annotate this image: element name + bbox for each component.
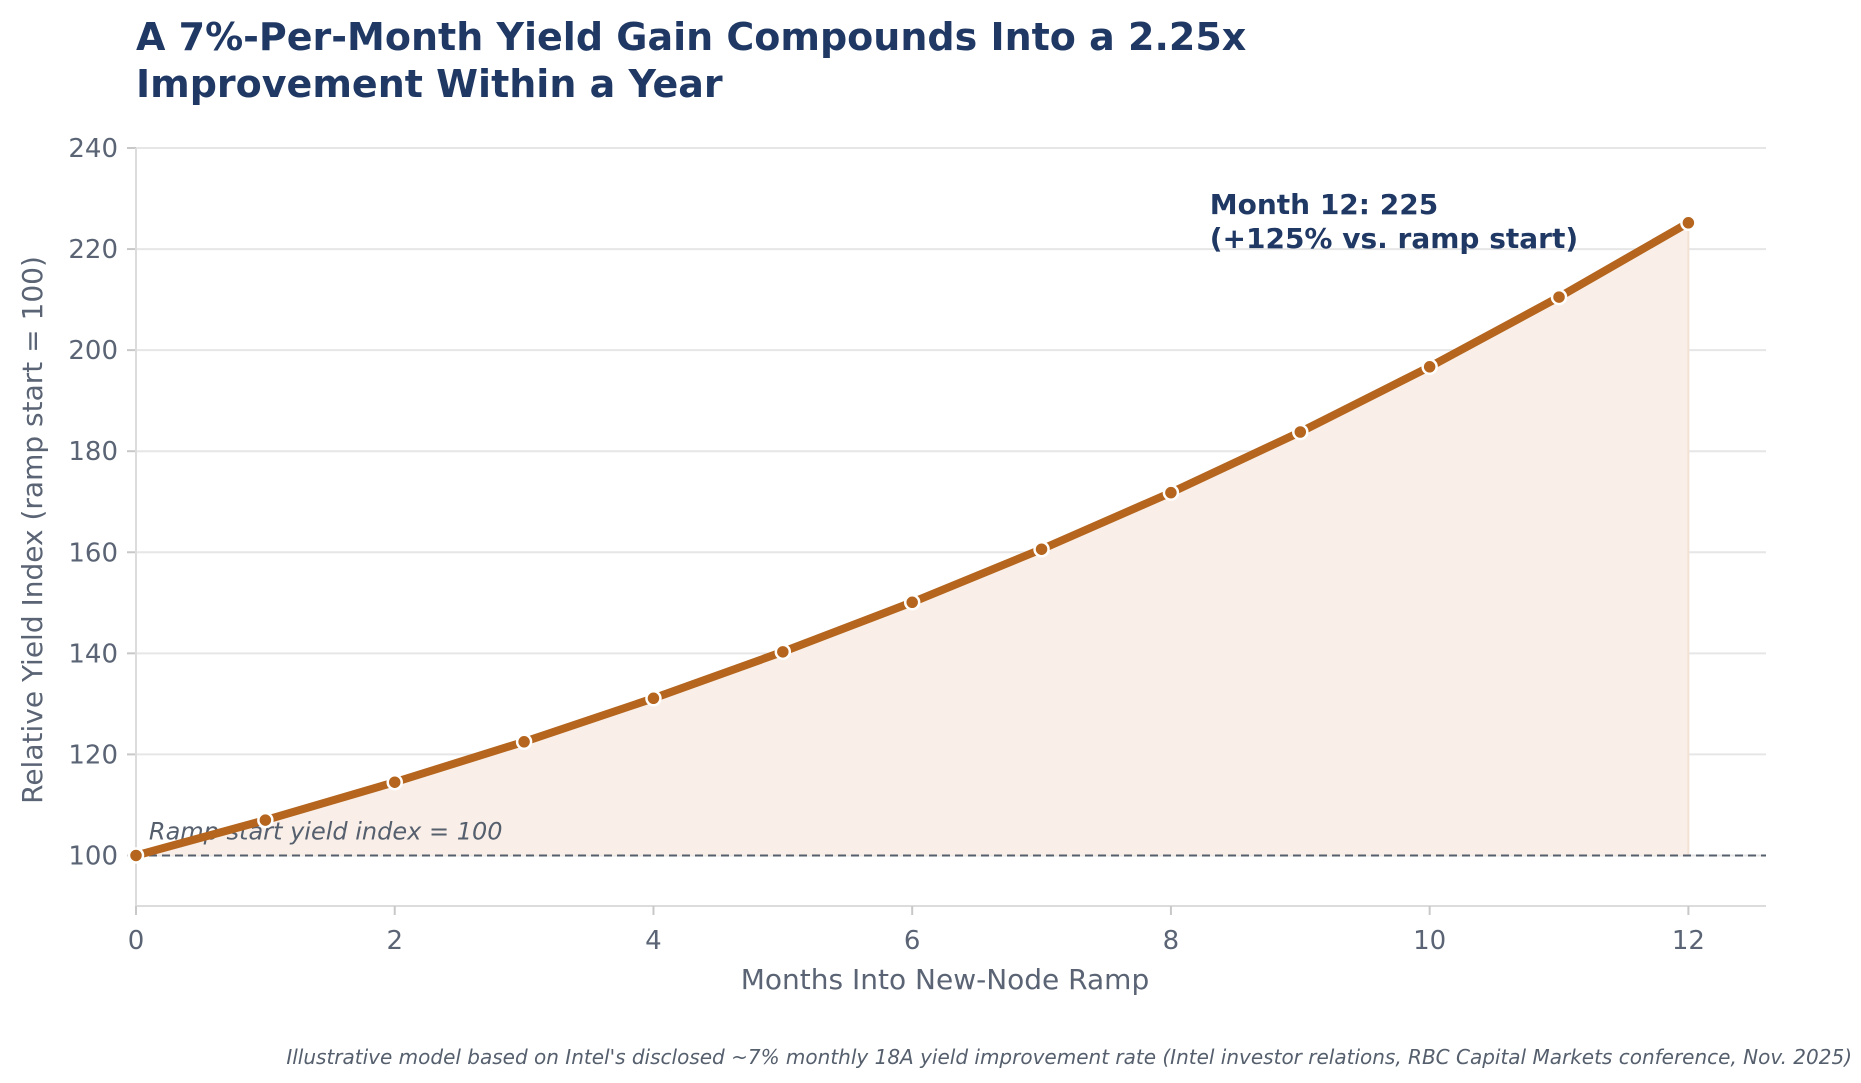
x-tick-label: 2 bbox=[386, 926, 403, 956]
data-point bbox=[774, 643, 792, 661]
y-tick-label: 160 bbox=[68, 538, 118, 568]
data-point bbox=[645, 690, 662, 707]
x-tick-label: 10 bbox=[1413, 926, 1446, 956]
y-tick-label: 200 bbox=[68, 336, 118, 366]
data-point bbox=[257, 811, 274, 829]
annotation-line-1: Month 12: 225 bbox=[1210, 188, 1438, 221]
reference-line-label: Ramp start yield index = 100 bbox=[149, 817, 503, 845]
chart-title-line-1: A 7%-Per-Month Yield Gain Compounds Into… bbox=[136, 15, 1247, 59]
chart-title: A 7%-Per-Month Yield Gain Compounds Into… bbox=[136, 14, 1246, 108]
y-tick-label: 120 bbox=[68, 740, 118, 770]
data-point bbox=[1033, 540, 1050, 558]
area-fill bbox=[136, 222, 1689, 856]
y-tick-label: 180 bbox=[68, 437, 118, 467]
data-points bbox=[127, 214, 1697, 864]
data-point bbox=[1680, 214, 1697, 232]
data-point bbox=[1421, 358, 1438, 376]
x-tick-label: 8 bbox=[1163, 926, 1180, 956]
x-tick-label: 4 bbox=[645, 926, 662, 956]
data-point bbox=[1162, 484, 1180, 501]
data-point bbox=[903, 594, 921, 611]
axes: 100 120 140 160 180 200 220 240 0 2 4 6 8 10 12 bbox=[68, 134, 1766, 956]
data-point bbox=[386, 773, 403, 791]
data-point bbox=[127, 847, 145, 864]
data-point bbox=[1550, 288, 1568, 306]
x-tick-label: 12 bbox=[1672, 926, 1705, 956]
x-tick-label: 6 bbox=[904, 926, 921, 956]
data-point bbox=[1292, 423, 1309, 441]
source-footnote: Illustrative model based on Intel's disc… bbox=[286, 1045, 1852, 1069]
x-axis-label: Months Into New-Node Ramp bbox=[741, 963, 1149, 996]
chart-title-line-2: Improvement Within a Year bbox=[136, 62, 723, 106]
y-tick-label: 140 bbox=[68, 639, 118, 669]
data-point bbox=[515, 733, 533, 751]
y-tick-label: 100 bbox=[68, 841, 118, 871]
y-axis-label: Relative Yield Index (ramp start = 100) bbox=[16, 256, 49, 804]
x-tick-label: 0 bbox=[128, 926, 145, 956]
y-tick-label: 220 bbox=[68, 235, 118, 265]
annotation-line-2: (+125% vs. ramp start) bbox=[1210, 222, 1578, 255]
y-tick-label: 240 bbox=[68, 134, 118, 164]
